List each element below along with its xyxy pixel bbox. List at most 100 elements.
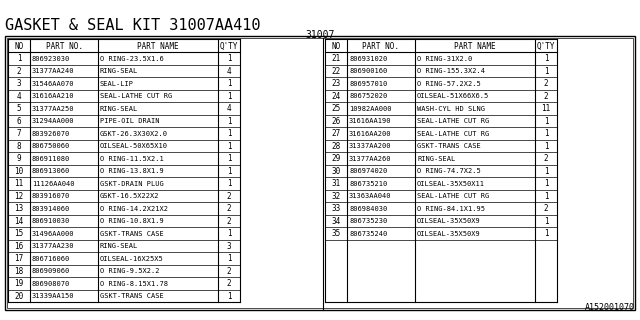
Text: 8: 8 <box>17 142 21 151</box>
Text: 2: 2 <box>544 92 548 101</box>
Text: SEAL-LATHE CUT RG: SEAL-LATHE CUT RG <box>417 131 489 137</box>
Text: SEAL-LIP: SEAL-LIP <box>100 81 134 87</box>
Text: 31294AA000: 31294AA000 <box>32 118 74 124</box>
Text: NO: NO <box>332 42 340 51</box>
Text: 1: 1 <box>544 129 548 138</box>
Text: 22: 22 <box>332 67 340 76</box>
Text: 2: 2 <box>227 217 231 226</box>
Text: 806910030: 806910030 <box>32 218 70 224</box>
Text: 1: 1 <box>227 54 231 63</box>
Text: 9: 9 <box>17 154 21 163</box>
Text: 1: 1 <box>544 167 548 176</box>
Text: 15: 15 <box>14 229 24 238</box>
Text: GSKT-16.5X22X2: GSKT-16.5X22X2 <box>100 193 159 199</box>
Text: 1: 1 <box>227 292 231 301</box>
Text: 31546AA070: 31546AA070 <box>32 81 74 87</box>
Text: 33: 33 <box>332 204 340 213</box>
Text: 31616AA190: 31616AA190 <box>349 118 392 124</box>
Text: 2: 2 <box>227 204 231 213</box>
Text: 1: 1 <box>544 54 548 63</box>
Text: 2: 2 <box>227 192 231 201</box>
Text: 31: 31 <box>332 179 340 188</box>
Text: 21: 21 <box>332 54 340 63</box>
Text: 803914060: 803914060 <box>32 206 70 212</box>
Text: 23: 23 <box>332 79 340 88</box>
Text: GSKT-TRANS CASE: GSKT-TRANS CASE <box>417 143 481 149</box>
Text: 19: 19 <box>14 279 24 288</box>
Text: 806900160: 806900160 <box>349 68 387 74</box>
Text: 31339AA150: 31339AA150 <box>32 293 74 299</box>
Text: 1: 1 <box>17 54 21 63</box>
Text: 35: 35 <box>332 229 340 238</box>
Text: 3: 3 <box>17 79 21 88</box>
Text: 10: 10 <box>14 167 24 176</box>
Text: 3: 3 <box>227 242 231 251</box>
Text: 31363AA040: 31363AA040 <box>349 193 392 199</box>
Text: 11: 11 <box>541 104 550 113</box>
Text: 31377AA240: 31377AA240 <box>32 68 74 74</box>
Text: GASKET & SEAL KIT 31007AA410: GASKET & SEAL KIT 31007AA410 <box>5 18 260 33</box>
Text: OILSEAL-50X65X10: OILSEAL-50X65X10 <box>100 143 168 149</box>
Text: 1: 1 <box>544 192 548 201</box>
Text: O RING-13.8X1.9: O RING-13.8X1.9 <box>100 168 164 174</box>
Bar <box>7 38 633 308</box>
Text: 26: 26 <box>332 117 340 126</box>
Text: 806957010: 806957010 <box>349 81 387 87</box>
Text: PIPE-OIL DRAIN: PIPE-OIL DRAIN <box>100 118 159 124</box>
Text: O RING-31X2.0: O RING-31X2.0 <box>417 56 472 62</box>
Text: OILSEAL-35X50X9: OILSEAL-35X50X9 <box>417 231 481 237</box>
Text: NO: NO <box>14 42 24 51</box>
Text: 7: 7 <box>17 129 21 138</box>
Text: 806984030: 806984030 <box>349 206 387 212</box>
Text: 806735210: 806735210 <box>349 181 387 187</box>
Text: 14: 14 <box>14 217 24 226</box>
Text: 4: 4 <box>227 104 231 113</box>
Text: 25: 25 <box>332 104 340 113</box>
Text: 17: 17 <box>14 254 24 263</box>
Text: 31377AA250: 31377AA250 <box>32 106 74 112</box>
Text: 30: 30 <box>332 167 340 176</box>
Text: GSKT-TRANS CASE: GSKT-TRANS CASE <box>100 293 164 299</box>
Text: O RING-155.3X2.4: O RING-155.3X2.4 <box>417 68 485 74</box>
Text: 2: 2 <box>227 279 231 288</box>
Text: 806735240: 806735240 <box>349 231 387 237</box>
Text: 806735230: 806735230 <box>349 218 387 224</box>
Text: 806974020: 806974020 <box>349 168 387 174</box>
Text: RING-SEAL: RING-SEAL <box>100 106 138 112</box>
Text: 31496AA000: 31496AA000 <box>32 231 74 237</box>
Text: OILSEAL-16X25X5: OILSEAL-16X25X5 <box>100 256 164 262</box>
Text: 2: 2 <box>227 267 231 276</box>
Text: 1: 1 <box>227 254 231 263</box>
Text: 806931020: 806931020 <box>349 56 387 62</box>
Text: 2: 2 <box>544 204 548 213</box>
Text: GSKT-26.3X30X2.0: GSKT-26.3X30X2.0 <box>100 131 168 137</box>
Text: O RING-8.15X1.78: O RING-8.15X1.78 <box>100 281 168 287</box>
Text: 806908070: 806908070 <box>32 281 70 287</box>
Text: 34: 34 <box>332 217 340 226</box>
Text: 11: 11 <box>14 179 24 188</box>
Text: 29: 29 <box>332 154 340 163</box>
Text: 1: 1 <box>227 92 231 101</box>
Text: GSKT-TRANS CASE: GSKT-TRANS CASE <box>100 231 164 237</box>
Text: PART NO.: PART NO. <box>45 42 83 51</box>
Text: 2: 2 <box>17 67 21 76</box>
Text: O RING-11.5X2.1: O RING-11.5X2.1 <box>100 156 164 162</box>
Text: 10982AA000: 10982AA000 <box>349 106 392 112</box>
Text: PART NAME: PART NAME <box>454 42 496 51</box>
Text: 11126AA040: 11126AA040 <box>32 181 74 187</box>
Text: 1: 1 <box>544 142 548 151</box>
Text: 31377AA230: 31377AA230 <box>32 243 74 249</box>
Text: O RING-23.5X1.6: O RING-23.5X1.6 <box>100 56 164 62</box>
Text: 1: 1 <box>227 79 231 88</box>
Bar <box>5 36 635 310</box>
Text: Q'TY: Q'TY <box>220 42 238 51</box>
Text: O RING-14.2X21X2: O RING-14.2X21X2 <box>100 206 168 212</box>
Text: 806716060: 806716060 <box>32 256 70 262</box>
Text: A152001070: A152001070 <box>585 303 635 312</box>
Text: 1: 1 <box>544 217 548 226</box>
Text: 31616AA200: 31616AA200 <box>349 131 392 137</box>
Text: 806909060: 806909060 <box>32 268 70 274</box>
Text: RING-SEAL: RING-SEAL <box>417 156 455 162</box>
Text: 5: 5 <box>17 104 21 113</box>
Text: 1: 1 <box>227 229 231 238</box>
